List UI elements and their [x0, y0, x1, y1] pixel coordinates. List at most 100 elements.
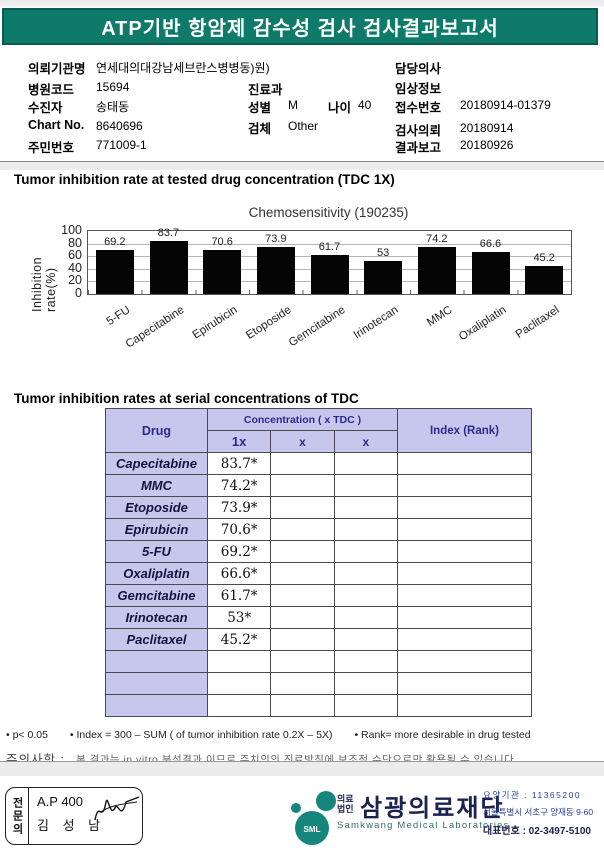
col-x3: x [333, 430, 399, 453]
rate-1x: 66.6* [206, 562, 272, 585]
drug-name: Irinotecan [105, 606, 208, 629]
field-value-chart-no: 8640696 [96, 119, 143, 133]
field-value-institution: 연세대의대강남세브란스병병동)원) [96, 61, 270, 75]
table-row: Epirubicin 70.6* [105, 518, 532, 541]
rate-1x: 73.9* [206, 496, 272, 519]
org-prefix: 의료 법인 [337, 794, 354, 814]
bar-value: 53 [377, 246, 390, 259]
table-row-empty [105, 694, 532, 717]
table-row: Paclitaxel 45.2* [105, 628, 532, 651]
footnote-pvalue: • p< 0.05 [6, 729, 48, 741]
drug-name: Etoposide [105, 496, 208, 519]
section1-title: Tumor inhibition rate at tested drug con… [14, 172, 395, 187]
x-label: 5-FU [104, 304, 133, 328]
x-label: MMC [424, 304, 455, 330]
field-label-hospital-code: 병원코드 [28, 83, 75, 97]
rate-1x: 70.6* [206, 518, 272, 541]
drug-name: Capecitabine [105, 452, 208, 475]
contact-phone: 대표번호 : 02-3497-5100 [483, 826, 591, 837]
stamp-code: A.P 400 [37, 794, 84, 809]
stamp-doctor-name: 김 성 남 [37, 818, 106, 833]
rate-1x: 83.7* [206, 452, 272, 475]
x-label: Paclitaxel [513, 304, 562, 341]
col-x2: x [270, 430, 335, 453]
drug-name: 5-FU [105, 540, 208, 563]
contact-institution-no: 요양기관 : 11365200 [483, 790, 582, 800]
field-label-age: 나이 [328, 101, 352, 115]
footnotes: • p< 0.05 • Index = 300 – SUM ( of tumor… [6, 729, 598, 741]
patient-info: 의뢰기관명 연세대의대강남세브란스병병동)원) 병원코드 15694 수진자 송… [0, 0, 604, 160]
drug-name: Oxaliplatin [105, 562, 208, 585]
y-tick: 0 [75, 286, 82, 300]
x-label: Etoposide [243, 304, 294, 342]
bar-value: 66.6 [479, 238, 502, 251]
table-header-row: Drug Concentration ( x TDC ) Index (Rank… [105, 408, 532, 453]
field-label-department: 진료과 [248, 83, 283, 97]
field-label-patient-name: 수진자 [28, 101, 63, 115]
drug-table: Drug Concentration ( x TDC ) Index (Rank… [105, 408, 532, 717]
y-tick: 40 [68, 260, 82, 275]
table-row: Capecitabine 83.7* [105, 452, 532, 475]
org-prefix-bottom: 법인 [337, 804, 354, 814]
field-value-request-date: 20180914 [460, 121, 514, 135]
rate-1x: 45.2* [206, 628, 272, 651]
rate-1x: 74.2* [206, 474, 272, 497]
table-row: Etoposide 73.9* [105, 496, 532, 519]
divider-band [0, 162, 604, 170]
x-label: Capecitabine [123, 304, 187, 351]
drug-name: Epirubicin [105, 518, 208, 541]
chemosensitivity-chart: Chemosensitivity (190235) Inhibition rat… [0, 198, 604, 388]
col-drug: Drug [105, 408, 208, 453]
divider [0, 161, 604, 162]
field-value-sex: M [288, 98, 298, 112]
svg-text:SML: SML [304, 825, 321, 834]
y-tick: 20 [68, 273, 82, 288]
y-tick: 80 [68, 235, 82, 250]
field-label-specimen: 검체 [248, 122, 272, 136]
field-value-specimen: Other [288, 119, 319, 133]
bar-5-fu [95, 250, 134, 294]
bar-paclitaxel [525, 265, 564, 294]
table-row: Irinotecan 53* [105, 606, 532, 629]
rate-1x: 69.2* [206, 540, 272, 563]
divider [0, 761, 604, 762]
x-label: Gemcitabine [286, 304, 348, 350]
field-label-sex: 성별 [248, 101, 272, 115]
table-subheader-row: 1x x x [106, 430, 532, 453]
org-contact: 요양기관 : 11365200 서울특별시 서초구 양재동 9-60 대표번호 … [483, 789, 593, 837]
field-value-report-date: 20180926 [460, 138, 514, 152]
bar-capecitabine [149, 241, 188, 294]
specialist-stamp: 전문의 A.P 400 김 성 남 [5, 787, 143, 845]
bar-etoposide [256, 247, 295, 294]
bar-value: 69.2 [104, 236, 126, 249]
field-label-doctor: 담당의사 [395, 62, 442, 76]
field-value-age: 40 [358, 98, 372, 112]
field-label-chart-no: Chart No. [28, 118, 85, 132]
field-label-report-date: 결과보고 [395, 141, 442, 155]
field-value-resident-no: 771009-1 [96, 138, 147, 152]
org-name-english: Samkwang Medical Laboratories [337, 820, 510, 831]
bar-value: 74.2 [426, 233, 448, 246]
col-concentration: Concentration ( x TDC ) [207, 408, 398, 431]
contact-address: 서울특별시 서초구 양재동 9-60 [483, 807, 594, 817]
field-label-institution: 의뢰기관명 [28, 62, 86, 76]
drug-name: Paclitaxel [105, 628, 208, 651]
sml-logo-icon: SML [291, 791, 336, 845]
table-row-empty [105, 672, 532, 695]
table-row: Gemcitabine 61.7* [105, 584, 532, 607]
x-label: Epirubicin [190, 304, 240, 342]
bar-value: 70.6 [211, 235, 233, 248]
footnote-rank: • Rank= more desirable in drug tested [354, 729, 531, 741]
field-label-resident-no: 주민번호 [28, 141, 75, 155]
stamp-role-label: 전문의 [6, 788, 29, 844]
drug-name: Gemcitabine [105, 584, 208, 607]
top-strip [0, 0, 604, 7]
table-row: Oxaliplatin 66.6* [105, 562, 532, 585]
field-value-patient-name: 송태동 [96, 100, 130, 114]
bar-epirubicin [203, 249, 242, 294]
x-axis-labels: 5-FU Capecitabine Epirubicin Etoposide G… [87, 298, 570, 378]
bar-value: 83.7 [157, 227, 180, 240]
field-value-hospital-code: 15694 [96, 80, 130, 94]
report-title: ATP기반 항암제 감수성 검사 검사결과보고서 [101, 18, 499, 40]
x-label: Oxaliplatin [456, 304, 509, 344]
